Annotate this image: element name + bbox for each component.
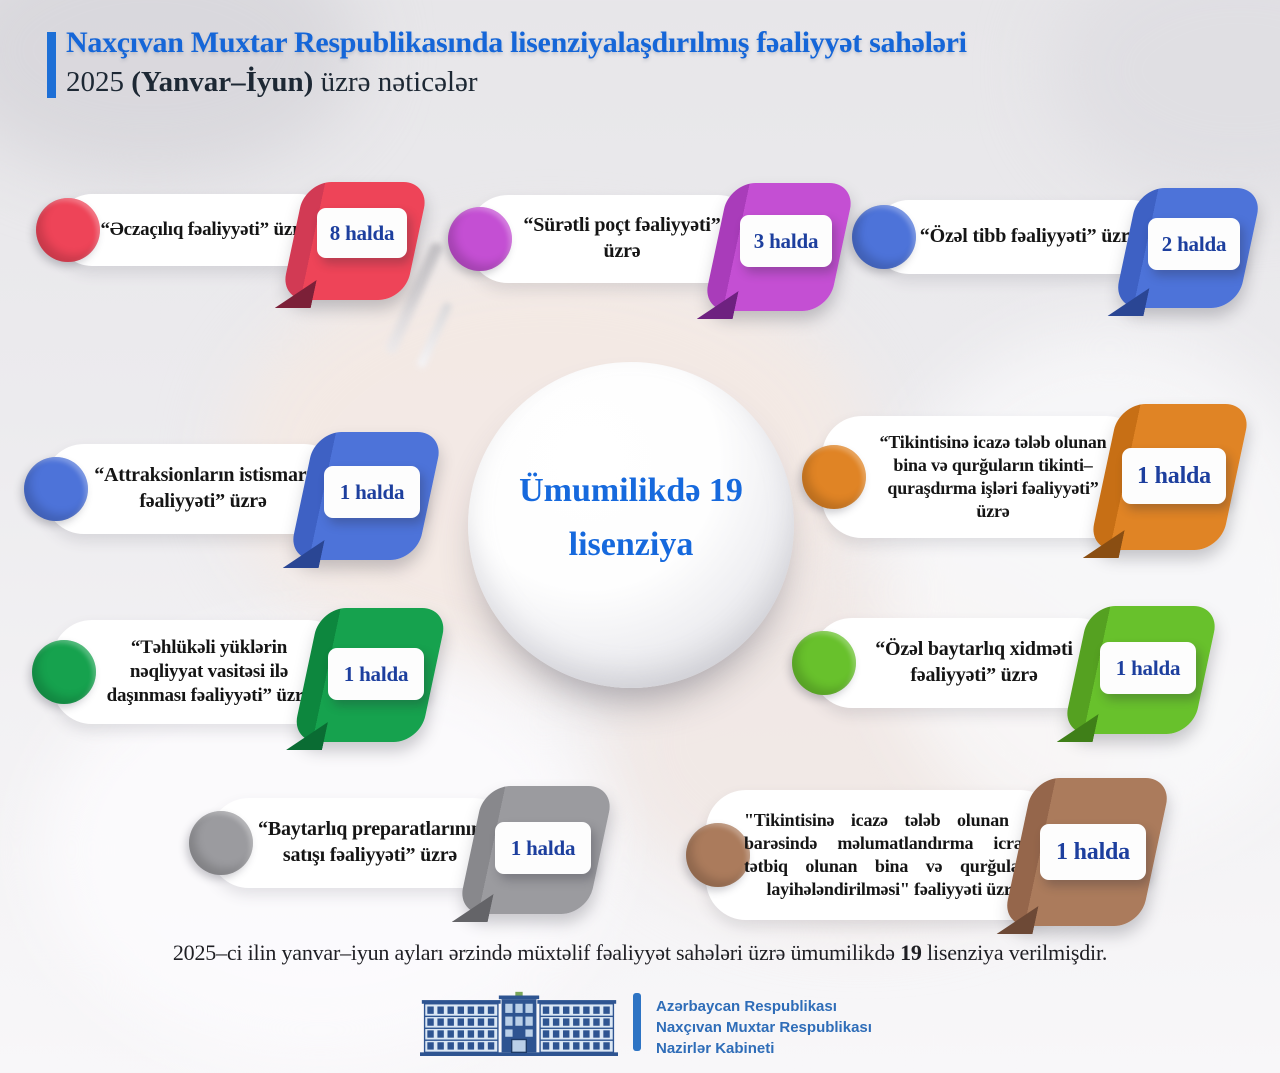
ribbon-fold bbox=[275, 280, 317, 308]
activity-label: “Özəl tibb fəaliyyəti” üzrə bbox=[919, 225, 1139, 248]
ribbon-fold bbox=[1057, 714, 1099, 742]
count-value: 3 halda bbox=[753, 228, 819, 253]
ribbon-fold bbox=[286, 722, 328, 750]
card-accent-dot bbox=[36, 198, 100, 262]
card-pill: “Özəl tibb fəaliyyəti” üzrə bbox=[852, 200, 1168, 274]
title-accent-bar bbox=[47, 32, 56, 98]
activity-label: “Təhlükəli yüklərin nəqliyyat vasitəsi i… bbox=[106, 636, 312, 707]
subtitle-suffix: üzrə nəticələr bbox=[313, 66, 478, 98]
activity-card: “Attraksionların istismarı fəaliyyəti” ü… bbox=[24, 432, 444, 568]
summary-note-suffix: lisenziya verilmişdir. bbox=[921, 940, 1108, 965]
activity-card: “Özəl baytarlıq xidməti fəaliyyəti” üzrə… bbox=[792, 606, 1220, 742]
total-line-2: lisenziya bbox=[568, 526, 694, 563]
activity-card: “Baytarlıq preparatlarının satışı fəaliy… bbox=[189, 786, 615, 922]
subtitle-year: 2025 bbox=[66, 66, 132, 98]
activity-card: “Sürətli poçt fəaliyyəti” üzrə 3 halda bbox=[448, 183, 856, 319]
activity-label: “Tikintisinə icazə tələb olunan bina və … bbox=[879, 431, 1107, 522]
activity-label: “Attraksionların istismarı fəaliyyəti” ü… bbox=[94, 464, 312, 512]
activity-card: “Tikintisinə icazə tələb olunan bina və … bbox=[802, 404, 1252, 560]
government-building-icon bbox=[420, 988, 618, 1058]
count-badge: 1 halda bbox=[324, 466, 420, 518]
ribbon-fold bbox=[697, 291, 739, 319]
activity-label: “Sürətli poçt fəaliyyəti” üzrə bbox=[523, 214, 721, 262]
total-licenses-sphere: Ümumilikdə 19 lisenziya bbox=[468, 362, 794, 688]
count-value: 2 halda bbox=[1161, 231, 1227, 256]
count-value: 1 halda bbox=[343, 661, 409, 686]
count-value: 1 halda bbox=[339, 479, 405, 504]
page-title: Naxçıvan Muxtar Respublikasında lisenziy… bbox=[66, 26, 967, 59]
count-badge: 3 halda bbox=[740, 215, 832, 267]
background-pen-blur bbox=[416, 301, 453, 369]
footer-org-line: Naxçıvan Muxtar Respublikası bbox=[656, 1019, 872, 1036]
footer-organization: Azərbaycan Respublikası Naxçıvan Muxtar … bbox=[656, 996, 872, 1059]
footer-divider-bar bbox=[633, 993, 641, 1051]
page-subtitle: 2025 (Yanvar–İyun) üzrə nəticələr bbox=[66, 66, 966, 99]
ribbon-fold bbox=[283, 540, 325, 568]
count-badge: 1 halda bbox=[328, 648, 424, 700]
summary-note: 2025–ci ilin yanvar–iyun ayları ərzində … bbox=[0, 940, 1280, 966]
total-licenses-text: Ümumilikdə 19 lisenziya bbox=[519, 464, 743, 573]
count-value: 1 halda bbox=[1137, 462, 1211, 489]
count-badge: 8 halda bbox=[317, 208, 407, 258]
count-badge: 1 halda bbox=[1122, 448, 1226, 504]
activity-label: “Baytarlıq preparatlarının satışı fəaliy… bbox=[258, 818, 482, 866]
subtitle-period: (Yanvar–İyun) bbox=[131, 66, 314, 98]
count-badge: 2 halda bbox=[1148, 218, 1240, 270]
card-accent-dot bbox=[24, 457, 88, 521]
count-badge: 1 halda bbox=[1040, 824, 1146, 880]
ribbon-fold bbox=[452, 894, 494, 922]
footer-org-line: Nazirlər Kabineti bbox=[656, 1040, 775, 1057]
total-line-1: Ümumilikdə 19 bbox=[519, 471, 743, 509]
summary-note-text: 2025–ci ilin yanvar–iyun ayları ərzində … bbox=[172, 940, 901, 965]
activity-label: “Özəl baytarlıq xidməti fəaliyyəti” üzrə bbox=[875, 638, 1073, 686]
activity-card: “Əczaçılıq fəaliyyəti” üzrə 8 halda bbox=[36, 182, 430, 310]
activity-card: "Tikintisinə icazə tələb olunan və barəs… bbox=[686, 778, 1172, 934]
activity-card: “Təhlükəli yüklərin nəqliyyat vasitəsi i… bbox=[32, 608, 449, 750]
count-value: 1 halda bbox=[1056, 838, 1130, 865]
activity-label: “Əczaçılıq fəaliyyəti” üzrə bbox=[100, 218, 309, 240]
activity-label: "Tikintisinə icazə tələb olunan və barəs… bbox=[744, 809, 1042, 900]
count-badge: 1 halda bbox=[495, 822, 591, 874]
summary-note-total: 19 bbox=[900, 940, 922, 965]
count-value: 1 halda bbox=[1115, 655, 1181, 680]
activity-card: “Özəl tibb fəaliyyəti” üzrə 2 halda bbox=[852, 188, 1263, 316]
count-value: 8 halda bbox=[329, 220, 395, 245]
count-badge: 1 halda bbox=[1100, 642, 1196, 694]
count-value: 1 halda bbox=[510, 835, 576, 860]
footer-org-line: Azərbaycan Respublikası bbox=[656, 998, 837, 1015]
ribbon-fold bbox=[1108, 288, 1150, 316]
